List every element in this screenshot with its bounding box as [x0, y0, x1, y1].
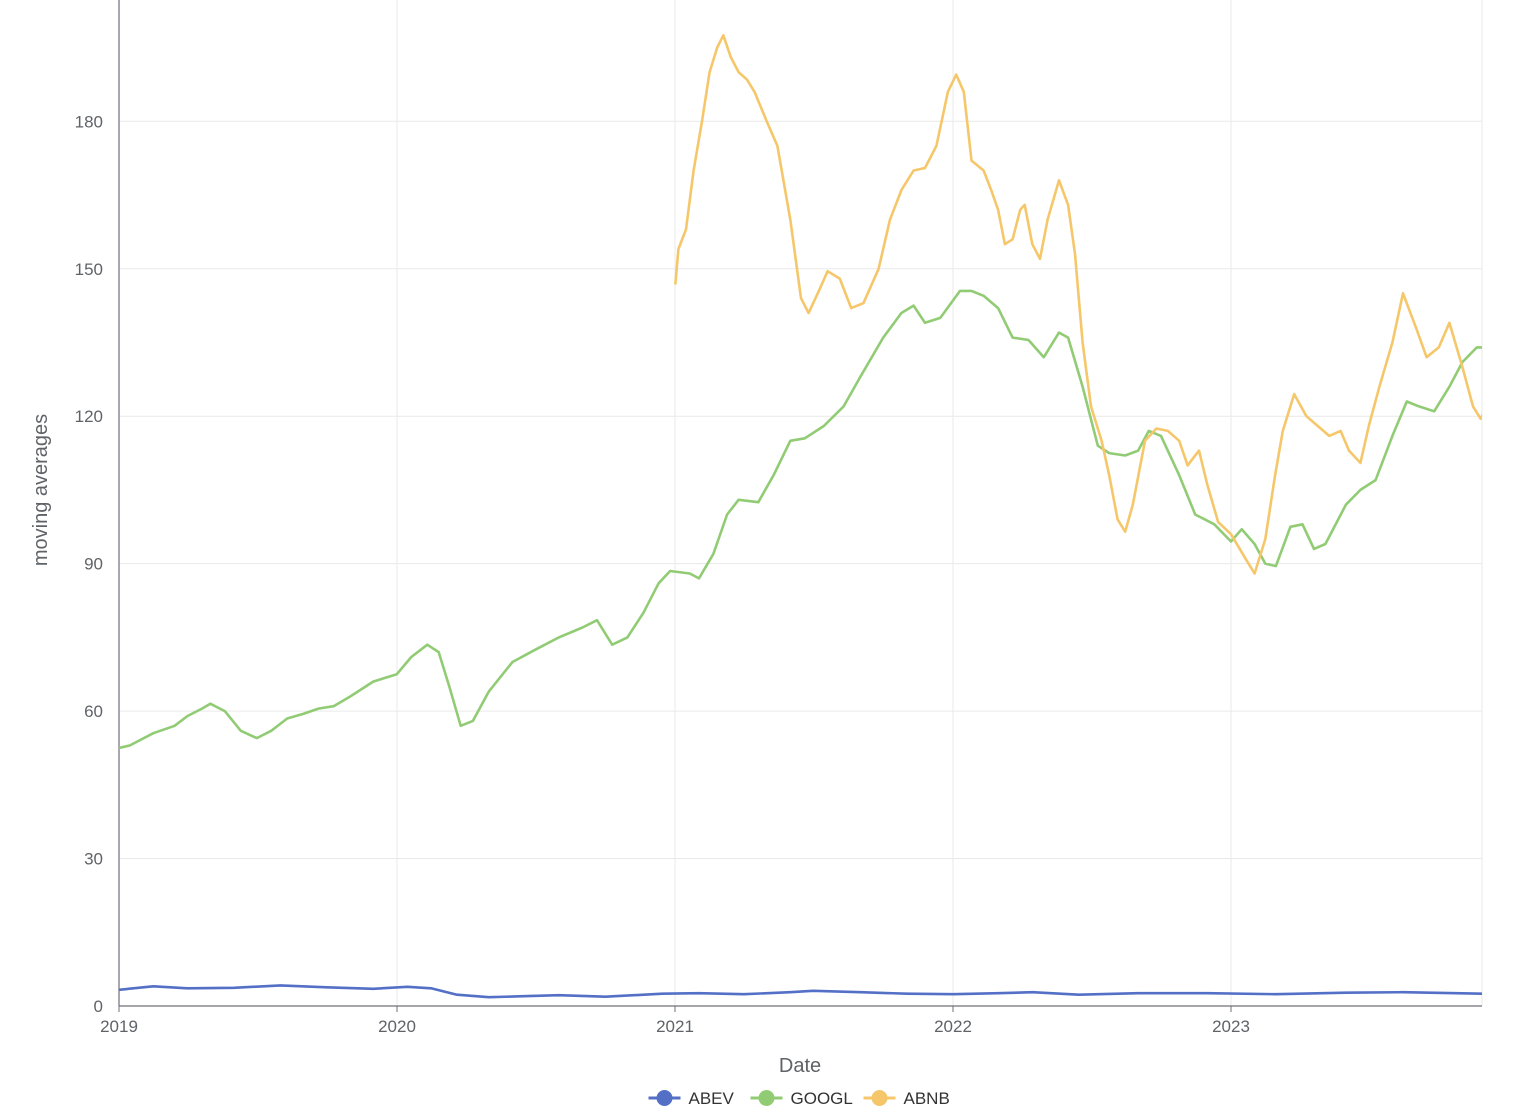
- y-axis-title: moving averages: [30, 414, 52, 566]
- legend-marker: [871, 1090, 888, 1106]
- legend-label: GOOGL: [791, 1089, 853, 1108]
- y-tick-label: 180: [75, 112, 103, 131]
- legend-marker: [656, 1090, 673, 1106]
- x-tick-label: 2021: [656, 1017, 694, 1036]
- series-line-abev: [119, 984, 1482, 999]
- x-tick-label: 2022: [934, 1017, 972, 1036]
- y-tick-label: 30: [84, 850, 103, 869]
- legend-item-googl[interactable]: GOOGL: [750, 1089, 853, 1108]
- y-tick-label: 60: [84, 702, 103, 721]
- x-tick-label: 2020: [378, 1017, 416, 1036]
- legend[interactable]: ABEV GOOGL ABNB: [648, 1089, 950, 1108]
- series-line-googl: [119, 289, 1482, 750]
- legend-marker: [758, 1090, 775, 1106]
- grid-lines: [119, 0, 1483, 1006]
- y-tick-label: 90: [84, 555, 103, 574]
- x-tick-label: 2019: [100, 1017, 138, 1036]
- axes: [118, 0, 1482, 1007]
- y-tick-label: 0: [94, 997, 103, 1016]
- y-tick-label: 120: [75, 407, 103, 426]
- x-tick-labels: 2019 2020 2021 2022 2023: [100, 1006, 1250, 1036]
- y-tick-labels: 0 30 60 90 120 150 180: [75, 112, 103, 1016]
- y-tick-label: 150: [75, 260, 103, 279]
- x-tick-label: 2023: [1212, 1017, 1250, 1036]
- legend-item-abev[interactable]: ABEV: [648, 1089, 735, 1108]
- x-axis-title: Date: [779, 1055, 821, 1077]
- series-line-abnb: [674, 34, 1482, 575]
- legend-label: ABNB: [904, 1089, 950, 1108]
- legend-label: ABEV: [689, 1089, 735, 1108]
- series-lines: [119, 34, 1482, 999]
- legend-item-abnb[interactable]: ABNB: [863, 1089, 950, 1108]
